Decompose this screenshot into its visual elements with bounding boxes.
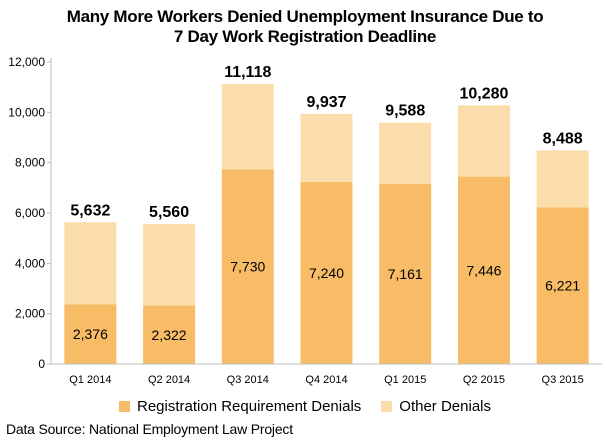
bar-segment-other (536, 150, 589, 208)
x-tick-label: Q4 2014 (305, 374, 347, 386)
data-label-registration: 2,376 (73, 326, 108, 342)
bar-segment-other (457, 105, 510, 177)
chart-legend: Registration Requirement Denials Other D… (0, 396, 610, 416)
bar-segment-registration (379, 183, 432, 364)
bar-segment-registration (300, 181, 353, 364)
data-label-total: 8,488 (543, 130, 583, 147)
x-tick-label: Q2 2015 (463, 374, 505, 386)
bar-segment-other (300, 113, 353, 182)
bar-segment-registration (536, 207, 589, 364)
y-tick-label: 0 (38, 357, 45, 371)
bar-segment-other (379, 122, 432, 184)
legend-item-registration: Registration Requirement Denials (119, 398, 361, 415)
legend-swatch-other (381, 400, 393, 412)
chart-title-line-2: 7 Day Work Registration Deadline (173, 27, 437, 46)
x-tick-label: Q3 2014 (227, 374, 269, 386)
y-tick-label: 6,000 (15, 206, 45, 220)
x-tick-label: Q1 2015 (384, 374, 426, 386)
y-tick-label: 8,000 (15, 156, 45, 170)
bar-segment-registration (457, 176, 510, 364)
legend-label-registration: Registration Requirement Denials (137, 397, 362, 415)
data-label-registration: 7,161 (388, 266, 423, 282)
data-label-total: 11,118 (224, 64, 271, 81)
x-tick-label: Q2 2014 (148, 374, 190, 386)
bar-segment-registration (221, 169, 274, 364)
x-tick-label: Q3 2015 (542, 374, 584, 386)
bar-segment-registration (143, 305, 196, 364)
bar-chart: 0 2,000 4,000 6,000 8,000 10,000 12,000 2,376 5,… (8, 55, 602, 386)
data-label-total: 10,280 (459, 85, 508, 102)
bar-segment-other (221, 84, 274, 170)
y-tick-label: 12,000 (8, 55, 45, 69)
data-label-total: 9,937 (306, 94, 346, 111)
data-label-registration: 7,730 (230, 259, 265, 275)
y-tick-label: 2,000 (15, 307, 45, 321)
data-label-registration: 7,240 (309, 265, 344, 281)
legend-swatch-registration (119, 400, 130, 412)
data-label-registration: 6,221 (545, 278, 580, 294)
y-tick-label: 10,000 (8, 105, 45, 119)
data-label-registration: 7,446 (466, 262, 501, 278)
data-label-total: 5,632 (70, 202, 110, 219)
bar-segment-other (64, 222, 117, 305)
data-label-total: 9,588 (385, 103, 425, 120)
y-tick-label: 4,000 (15, 256, 45, 270)
x-tick-label: Q1 2014 (69, 374, 111, 386)
bar-segment-registration (64, 304, 117, 364)
bar-segment-other (143, 224, 196, 306)
data-label-registration: 2,322 (152, 327, 187, 343)
data-label-total: 5,560 (149, 204, 189, 221)
legend-item-other: Other Denials (381, 398, 491, 415)
chart-title: Many More Workers Denied Unemployment In… (66, 7, 544, 26)
legend-label-other: Other Denials (399, 397, 491, 415)
data-source-note: Data Source: National Employment Law Pro… (6, 421, 293, 437)
